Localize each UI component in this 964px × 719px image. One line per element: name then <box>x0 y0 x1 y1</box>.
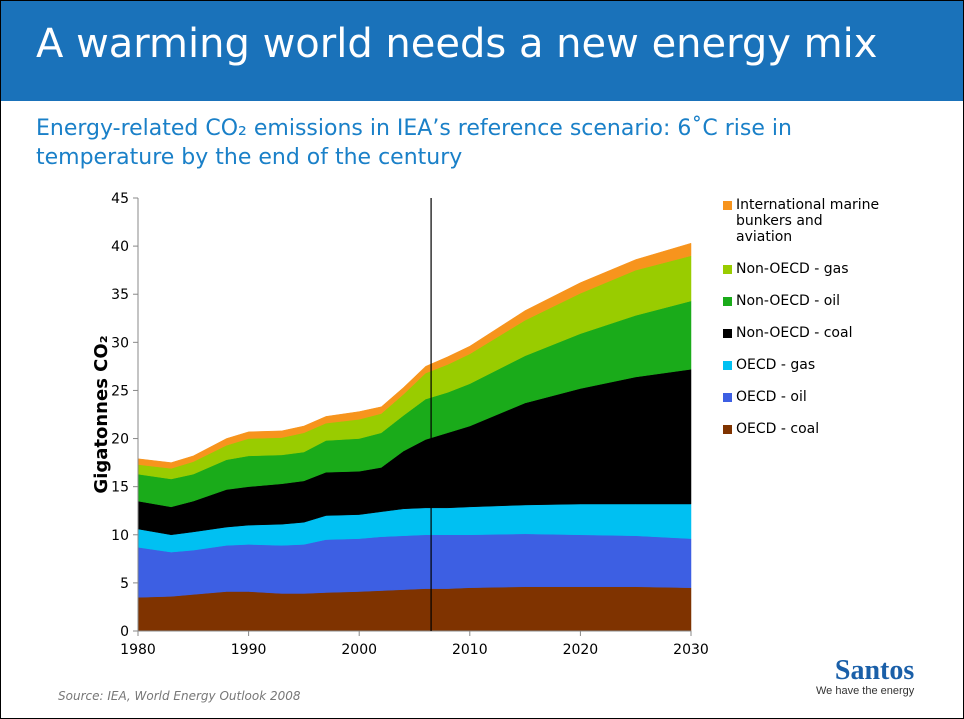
legend-label: International marine bunkers and aviatio… <box>736 197 880 245</box>
legend-item: OECD - gas <box>723 357 883 373</box>
y-axis-label: Gigatonnes CO₂ <box>91 335 112 493</box>
area <box>137 586 692 632</box>
legend-swatch <box>723 265 732 274</box>
y-tick-label: 15 <box>111 480 129 496</box>
x-tick-label: 1980 <box>120 642 156 658</box>
legend-swatch <box>723 201 732 210</box>
y-tick-label: 30 <box>111 335 129 351</box>
logo: Santos We have the energy <box>816 655 915 698</box>
legend-item: Non-OECD - oil <box>723 293 883 309</box>
y-tick-label: 10 <box>111 528 129 544</box>
x-tick-label: 2010 <box>452 642 488 658</box>
legend-label: Non-OECD - coal <box>736 325 853 341</box>
legend-item: OECD - oil <box>723 389 883 405</box>
legend-swatch <box>723 425 732 434</box>
legend-item: Non-OECD - gas <box>723 261 883 277</box>
legend-label: Non-OECD - oil <box>736 293 841 309</box>
y-tick-label: 0 <box>120 624 129 640</box>
slide-title: A warming world needs a new energy mix <box>36 21 878 67</box>
y-tick-label: 25 <box>111 383 129 399</box>
header-bar: A warming world needs a new energy mix <box>1 1 963 101</box>
legend-swatch <box>723 361 732 370</box>
area <box>137 242 692 469</box>
x-tick-label: 2020 <box>563 642 599 658</box>
y-tick-label: 5 <box>120 576 129 592</box>
legend-swatch <box>723 297 732 306</box>
legend-item: International marine bunkers and aviatio… <box>723 197 883 245</box>
logo-name: Santos <box>834 655 915 686</box>
x-tick-label: 2030 <box>673 642 709 658</box>
chart-subtitle: Energy-related CO₂ emissions in IEA’s re… <box>36 116 792 170</box>
legend-item: Non-OECD - coal <box>723 325 883 341</box>
legend-swatch <box>723 393 732 402</box>
legend-label: OECD - coal <box>736 421 820 437</box>
source-note: Source: IEA, World Energy Outlook 2008 <box>58 689 301 703</box>
legend-item: OECD - coal <box>723 421 883 437</box>
legend-label: OECD - gas <box>736 357 816 373</box>
y-tick-label: 35 <box>111 287 129 303</box>
legend: International marine bunkers and aviatio… <box>723 197 883 453</box>
x-tick-label: 2000 <box>341 642 377 658</box>
legend-label: OECD - oil <box>736 389 807 405</box>
logo-tagline: We have the energy <box>816 685 915 697</box>
y-tick-label: 40 <box>111 239 129 255</box>
x-tick-label: 1990 <box>231 642 267 658</box>
legend-label: Non-OECD - gas <box>736 261 849 277</box>
y-tick-label: 45 <box>111 191 129 207</box>
y-tick-label: 20 <box>111 432 129 448</box>
legend-swatch <box>723 329 732 338</box>
